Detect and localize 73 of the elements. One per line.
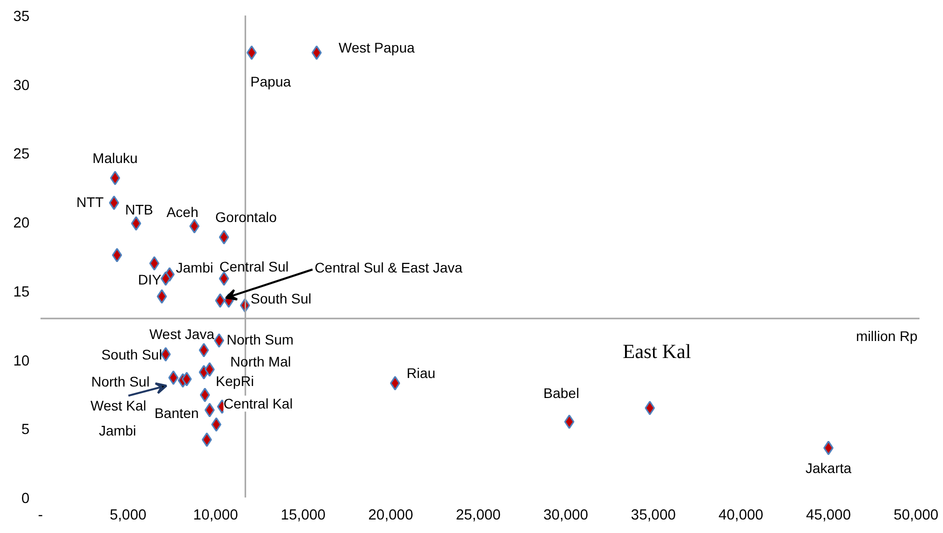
- point: [189, 218, 200, 234]
- point: [202, 432, 212, 447]
- point: [312, 45, 322, 60]
- annotation: West Kal: [90, 398, 146, 414]
- annotation: North Sum: [226, 332, 294, 348]
- point: [108, 196, 120, 210]
- x-tick-label: 50,000: [894, 508, 938, 524]
- annotation: Jambi: [98, 422, 136, 438]
- annotation: West Java: [149, 326, 215, 342]
- x-tick-label: 15,000: [280, 508, 326, 524]
- point: [112, 248, 122, 262]
- annotation: South Sul: [250, 290, 312, 306]
- y-tick-label: 35: [13, 9, 30, 25]
- point: [211, 417, 222, 432]
- point: [644, 400, 655, 416]
- annotation: Central Kal: [223, 396, 293, 412]
- annotation: East Kal: [622, 340, 692, 363]
- point: [823, 440, 834, 456]
- annotation: Papua: [250, 74, 292, 90]
- annotation: DIY: [138, 272, 162, 288]
- y-tick-label: 15: [13, 284, 30, 300]
- y-tick-label: 25: [13, 146, 30, 163]
- y-tick-label: 10: [13, 353, 30, 370]
- point: [149, 256, 160, 271]
- annotation: Babel: [543, 384, 580, 401]
- annotation: Gorontalo: [215, 209, 277, 226]
- point: [564, 414, 574, 430]
- annotation: KepRi: [216, 373, 254, 390]
- x-tick-label: 25,000: [456, 508, 501, 524]
- point: [218, 271, 230, 286]
- y-tick-label: 20: [13, 216, 30, 232]
- point: [204, 362, 215, 377]
- x-tick-label: 20,000: [368, 508, 414, 524]
- point: [215, 293, 226, 308]
- y-tick-label: 30: [13, 78, 30, 94]
- annotation: Riau: [406, 365, 436, 382]
- point: [390, 376, 400, 390]
- y-tick-label: 0: [21, 491, 30, 507]
- point: [200, 388, 210, 402]
- point: [160, 271, 171, 286]
- point: [131, 216, 142, 231]
- point: [156, 289, 167, 304]
- annotation: Banten: [154, 405, 199, 422]
- annotation: million Rp: [856, 328, 918, 344]
- annotation: Central Sul: [219, 258, 289, 275]
- annotation: Maluku: [92, 150, 138, 166]
- x-tick-label: 30,000: [543, 508, 588, 524]
- x-tick-label: 45,000: [806, 508, 851, 524]
- point: [198, 342, 209, 358]
- point: [182, 372, 192, 386]
- point: [168, 370, 178, 385]
- annotation: West Papua: [338, 40, 415, 56]
- annotation: Aceh: [166, 204, 198, 220]
- y-tick-label: 5: [21, 422, 30, 438]
- annotation: North Mal: [230, 353, 291, 370]
- annotation: North Sul: [91, 374, 150, 390]
- x-tick-label: 35,000: [630, 508, 676, 524]
- annotation: Jakarta: [805, 460, 852, 476]
- x-tick-label: 5,000: [110, 508, 146, 524]
- point: [218, 230, 230, 244]
- x-tick-label: 10,000: [193, 508, 238, 524]
- x-tick-label: 40,000: [718, 508, 764, 524]
- point: [214, 333, 224, 348]
- annotation: Jambi: [176, 259, 214, 276]
- annotation: Central Sul & East Java: [314, 260, 463, 276]
- point: [110, 170, 120, 186]
- annotation: NTT: [76, 194, 104, 210]
- annotation: NTB: [125, 201, 154, 218]
- annotation: South Sul: [101, 346, 162, 362]
- point: [204, 402, 215, 418]
- point: [160, 347, 171, 362]
- point: [246, 45, 257, 60]
- x-tick-label: -: [38, 508, 44, 524]
